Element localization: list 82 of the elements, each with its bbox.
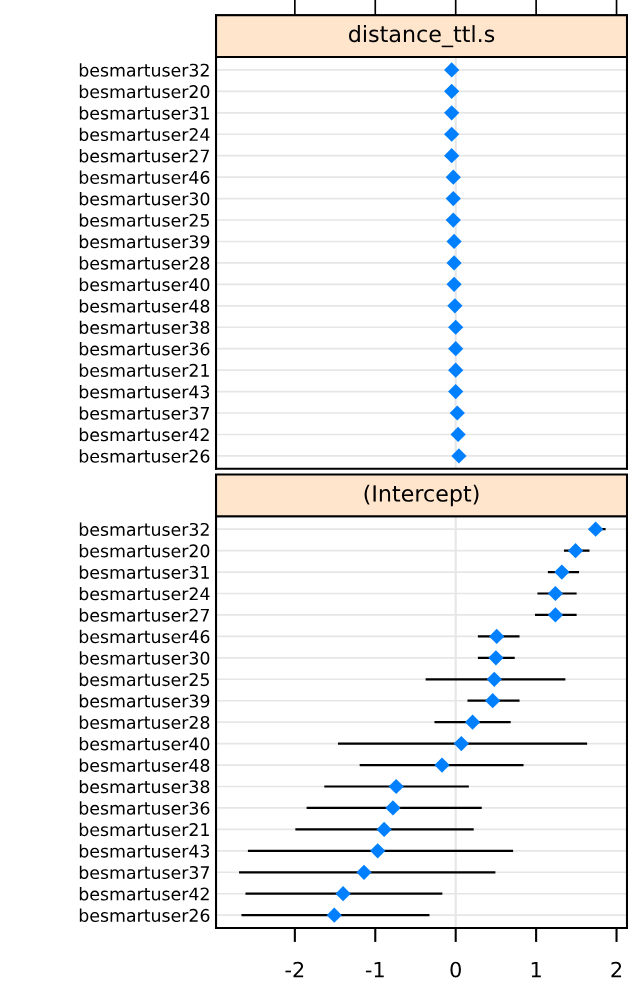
y-tick-label: besmartuser40 <box>79 737 210 751</box>
y-tick-label: besmartuser24 <box>79 127 210 142</box>
point <box>445 212 461 228</box>
point <box>446 233 462 250</box>
y-tick-label: besmartuser37 <box>79 406 209 420</box>
point <box>485 693 501 709</box>
y-tick-label: besmartuser42 <box>79 887 209 901</box>
point <box>388 778 404 795</box>
y-tick-label: besmartuser38 <box>79 779 210 794</box>
x-tick-label: 0 <box>450 961 461 978</box>
y-tick-label: besmartuser24 <box>79 586 210 601</box>
point <box>356 864 372 880</box>
y-tick-label: besmartuser30 <box>79 651 210 665</box>
y-tick-label: besmartuser21 <box>79 363 209 377</box>
y-tick-label: besmartuser27 <box>79 149 209 163</box>
y-tick-label: besmartuser28 <box>79 256 210 270</box>
y-tick-label: besmartuser46 <box>79 629 210 644</box>
point <box>446 255 462 271</box>
x-tick-label: 1 <box>531 962 541 978</box>
y-tick-label: besmartuser28 <box>79 715 210 730</box>
y-tick-label: besmartuser39 <box>79 694 210 708</box>
point <box>370 843 386 859</box>
y-tick-label: besmartuser37 <box>79 865 209 880</box>
y-tick-label: besmartuser48 <box>79 758 210 772</box>
point <box>444 83 460 99</box>
point <box>567 543 584 559</box>
y-tick-label: besmartuser42 <box>79 427 209 442</box>
y-tick-label: besmartuser32 <box>79 522 209 537</box>
chart-title: (Intercept) <box>364 484 479 507</box>
point <box>489 628 505 645</box>
point <box>447 298 463 314</box>
x-tick-label: 2 <box>611 961 622 978</box>
point <box>445 190 461 207</box>
y-tick-label: besmartuser43 <box>79 384 210 399</box>
point <box>451 448 467 464</box>
point <box>444 126 460 142</box>
point <box>448 341 464 357</box>
y-tick-label: besmartuser21 <box>79 822 209 837</box>
y-tick-label: besmartuser20 <box>79 84 210 99</box>
y-tick-label: besmartuser25 <box>79 213 209 227</box>
point <box>448 362 464 378</box>
point <box>547 607 564 623</box>
point <box>453 736 469 752</box>
y-tick-label: besmartuser38 <box>79 320 210 335</box>
y-tick-label: besmartuser36 <box>79 801 210 815</box>
y-tick-label: besmartuser48 <box>79 299 210 313</box>
y-tick-label: besmartuser32 <box>79 63 209 77</box>
y-tick-label: besmartuser30 <box>79 191 210 206</box>
point <box>486 671 502 687</box>
y-tick-label: besmartuser26 <box>79 908 210 922</box>
y-tick-label: besmartuser43 <box>79 844 210 858</box>
y-tick-label: besmartuser25 <box>79 672 209 687</box>
point <box>326 907 342 923</box>
point <box>444 62 460 78</box>
point <box>448 319 464 335</box>
point <box>547 585 564 602</box>
point <box>464 714 481 730</box>
point <box>444 105 460 121</box>
point <box>376 821 392 837</box>
point <box>434 757 450 773</box>
point <box>448 383 464 400</box>
y-tick-label: besmartuser40 <box>79 277 210 292</box>
point <box>554 564 570 580</box>
y-tick-label: besmartuser39 <box>79 234 210 249</box>
point <box>444 148 460 164</box>
y-tick-label: besmartuser46 <box>79 170 210 184</box>
y-tick-label: besmartuser26 <box>79 449 210 463</box>
y-tick-label: besmartuser31 <box>79 106 209 120</box>
y-tick-label: besmartuser20 <box>79 544 210 558</box>
point <box>445 169 461 185</box>
point <box>449 405 465 421</box>
y-tick-label: besmartuser31 <box>79 565 209 579</box>
chart-title: distance_ttl.s <box>348 25 495 48</box>
x-tick-label: -1 <box>365 962 384 978</box>
x-tick-label: -2 <box>285 961 304 978</box>
point <box>488 650 504 666</box>
point <box>446 276 462 292</box>
point <box>385 800 401 816</box>
point <box>335 886 351 902</box>
y-tick-label: besmartuser36 <box>79 342 210 356</box>
y-tick-label: besmartuser27 <box>79 608 209 622</box>
point <box>450 426 466 443</box>
